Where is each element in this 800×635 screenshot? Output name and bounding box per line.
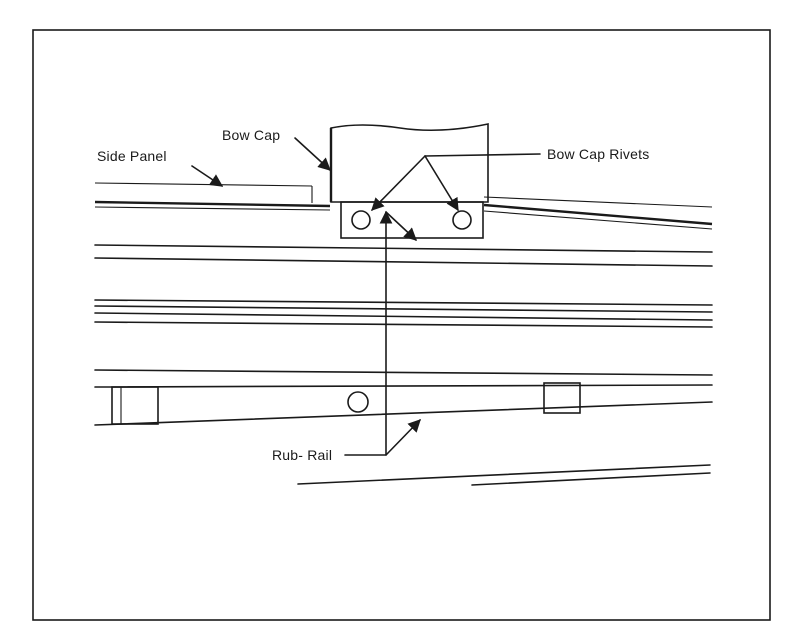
side-panel-label: Side Panel bbox=[97, 148, 167, 164]
rub-rail bbox=[94, 382, 713, 426]
rub-rail-block-right bbox=[543, 382, 581, 414]
rub-rail-block-left bbox=[111, 386, 159, 425]
side-panel-leader bbox=[191, 165, 224, 187]
bow-cap-rivet-left bbox=[351, 210, 371, 230]
lower-lines bbox=[297, 464, 711, 486]
rub-rail-leader bbox=[344, 419, 421, 456]
side-panel-lines bbox=[94, 182, 713, 230]
bow-cap-rivets-label: Bow Cap Rivets bbox=[547, 146, 649, 162]
bow-cap-label: Bow Cap bbox=[222, 127, 280, 143]
body-lines bbox=[94, 244, 713, 388]
bow-cap-rivet-right bbox=[452, 210, 472, 230]
rub-rail-rivet bbox=[347, 391, 369, 413]
rivet-leaders bbox=[371, 153, 541, 212]
bow-cap-leader bbox=[294, 137, 331, 171]
rub-rail-label: Rub- Rail bbox=[272, 447, 332, 463]
